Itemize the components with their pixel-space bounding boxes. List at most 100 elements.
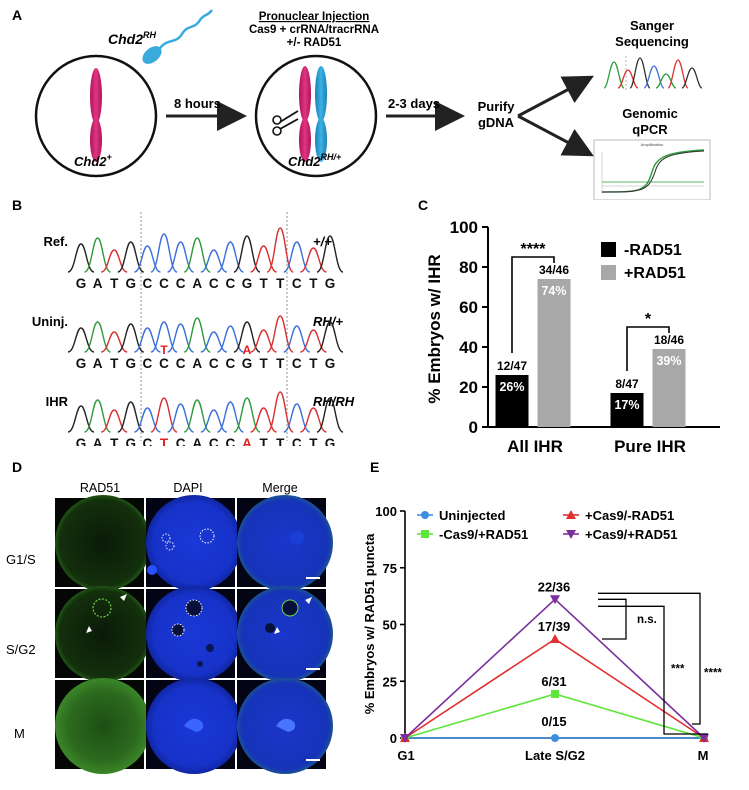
marker-triangle-up — [566, 510, 576, 519]
legend-swatch — [601, 265, 616, 280]
y-tick-label: 50 — [383, 618, 397, 633]
embryo2-label: Chd2RH/+ — [288, 152, 342, 169]
row-name: Uninj. — [32, 314, 68, 329]
x-tick-label: Late S/G2 — [525, 748, 585, 763]
sequence-base: T — [110, 436, 119, 446]
column-label-rad51: RAD51 — [80, 481, 120, 495]
sequence-base: C — [209, 356, 219, 371]
injection-rad51: +/- RAD51 — [287, 37, 342, 49]
sequence-base: C — [292, 436, 302, 446]
sequence-base: C — [143, 276, 153, 291]
sequence-base: G — [242, 276, 253, 291]
chromatogram-peak — [84, 237, 111, 273]
marker-triangle-down — [699, 734, 709, 743]
marker-triangle-down — [400, 734, 410, 743]
axes: 0 20 40 60 80 100 All IHR Pure IHR — [450, 218, 720, 456]
injection-title: Pronuclear Injection — [259, 11, 370, 23]
y-tick-label: 25 — [383, 674, 397, 689]
sequence-base: C — [143, 436, 153, 446]
chromatogram-row: Uninj. RH/+G A T G C C C A C C G T T C T GT A — [32, 314, 343, 371]
marker-circle — [421, 511, 429, 519]
chromatogram-peak — [233, 235, 261, 273]
chromatogram-peak — [217, 241, 244, 273]
sequence-base: T — [309, 436, 318, 446]
sequence-base: C — [209, 436, 219, 446]
bar-percent-label: 74% — [541, 284, 566, 298]
embryo1-label: Chd2+ — [74, 152, 113, 169]
micrograph-dapi-sg2 — [146, 586, 242, 682]
marker-triangle-down — [566, 530, 576, 539]
chromatogram-peak — [134, 327, 161, 353]
row-label-sg2: S/G2 — [6, 642, 36, 657]
sanger-chromatogram-icon — [602, 54, 703, 90]
sequence-base: C — [143, 356, 153, 371]
x-tick-label: M — [698, 748, 709, 763]
x-tick-label: All IHR — [507, 437, 563, 456]
significance-label: *** — [671, 664, 685, 676]
sequence-base: A — [192, 356, 202, 371]
chromatogram-peak — [67, 327, 95, 353]
chromatogram-peak — [217, 325, 244, 353]
point-label: 22/36 — [538, 579, 571, 594]
sanger-line1: Sanger — [630, 18, 674, 33]
sequence-base: A — [192, 276, 202, 291]
sequence-base: C — [176, 356, 186, 371]
chromatogram-peak — [233, 397, 261, 433]
chromatogram-peak — [167, 323, 194, 353]
point-labels: 22/36 17/39 6/31 0/15 — [538, 579, 571, 729]
chromosome-icon — [299, 66, 327, 162]
sequence-base: T — [110, 276, 119, 291]
y-tick-label: 40 — [459, 338, 478, 357]
sequence-base: C — [176, 436, 186, 446]
sequence-base: C — [176, 276, 186, 291]
bar-fraction-label: 18/46 — [654, 333, 684, 347]
chromatogram-peak — [250, 245, 277, 273]
sperm-icon — [142, 9, 214, 64]
y-tick-label: 100 — [450, 218, 478, 237]
legend-label: -Cas9/+RAD51 — [439, 527, 528, 542]
legend: Uninjected -Cas9/+RAD51 +Cas9/-RAD51 +Cas9/… — [417, 508, 678, 542]
sequence-base: C — [159, 356, 169, 371]
panel-c-chart: C % Embryos w/ IHR 0 20 40 60 80 100 All IHR Pu… — [418, 197, 720, 456]
chromatogram-peak — [266, 315, 294, 353]
row-label-g1s: G1/S — [6, 552, 36, 567]
chromatogram-peak — [167, 403, 194, 433]
sperm-label: Chd2RH — [108, 30, 156, 47]
legend-label: Uninjected — [439, 508, 506, 523]
significance-bracket — [626, 326, 670, 371]
point-label: 17/39 — [538, 619, 571, 634]
chromatogram-peak — [150, 233, 178, 273]
marker-triangle-down — [550, 595, 560, 605]
bars: 12/47 26% 34/46 74% **** 8/47 17% 18/46 39% * — [495, 241, 686, 427]
purify-line1: Purify — [478, 99, 516, 114]
sequence-base: T — [309, 276, 318, 291]
chromatogram-peak — [316, 397, 344, 433]
sequence-base: T — [259, 436, 268, 446]
svg-text:Amplification: Amplification — [641, 142, 664, 147]
sequence-base: C — [226, 436, 236, 446]
sequence-base: C — [292, 276, 302, 291]
chromatogram-row: Ref. +/+G A T G C C C A C C G T T C T G — [43, 227, 344, 291]
chromatogram-peak — [67, 405, 95, 433]
row-label-m: M — [14, 726, 25, 741]
sequence-base: G — [325, 356, 336, 371]
sequence-base: A — [93, 356, 103, 371]
legend: -RAD51 +RAD51 — [601, 242, 686, 282]
column-label-merge: Merge — [262, 481, 297, 495]
sequence-base: T — [276, 436, 285, 446]
row-genotype: +/+ — [313, 234, 332, 249]
bar-fraction-label: 8/47 — [615, 377, 639, 391]
bar-percent-label: 17% — [614, 398, 639, 412]
significance-label: **** — [521, 241, 547, 258]
sequence-base: T — [259, 276, 268, 291]
significance-bracket — [511, 256, 555, 353]
micrograph-merge-sg2 — [237, 586, 333, 682]
y-tick-label: 20 — [459, 378, 478, 397]
bar-rad51 — [652, 349, 686, 427]
sequence-base: T — [259, 356, 268, 371]
sequence-base: C — [159, 276, 169, 291]
sequence-base: C — [292, 356, 302, 371]
y-tick-label: 80 — [459, 258, 478, 277]
